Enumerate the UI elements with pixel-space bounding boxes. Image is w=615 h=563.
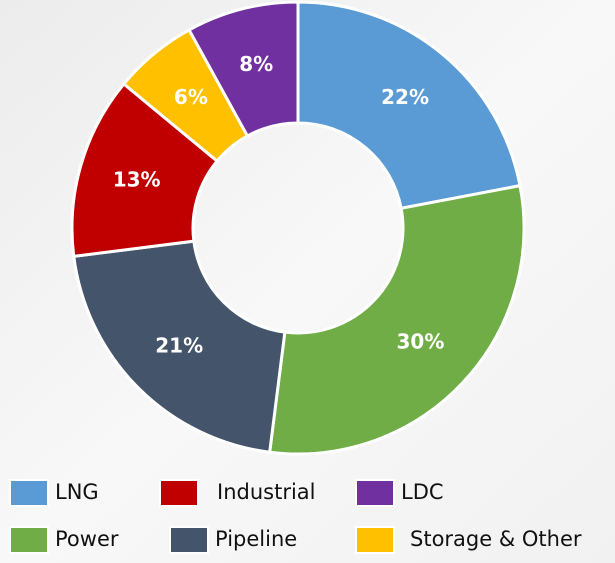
legend-swatch (355, 526, 395, 554)
legend-label: Storage & Other (410, 527, 582, 551)
legend-label: Power (55, 527, 119, 551)
legend-label: LNG (55, 480, 99, 504)
data-label: 6% (174, 85, 208, 109)
data-label: 30% (397, 330, 445, 354)
data-label: 8% (239, 52, 273, 76)
donut-slice (187, 0, 300, 139)
legend-swatch (159, 479, 199, 507)
legend-swatch (9, 526, 49, 554)
legend-swatch (169, 526, 209, 554)
legend-label: Pipeline (215, 527, 297, 551)
legend-swatch (355, 479, 395, 507)
legend-swatch (9, 479, 49, 507)
donut-slice (72, 239, 287, 454)
donut-slice (267, 183, 526, 456)
donut-slice (296, 0, 522, 211)
data-label: 13% (113, 168, 161, 192)
data-label: 22% (381, 85, 429, 109)
data-label: 21% (155, 333, 203, 357)
legend-label: LDC (401, 480, 444, 504)
legend-label: Industrial (217, 480, 316, 504)
